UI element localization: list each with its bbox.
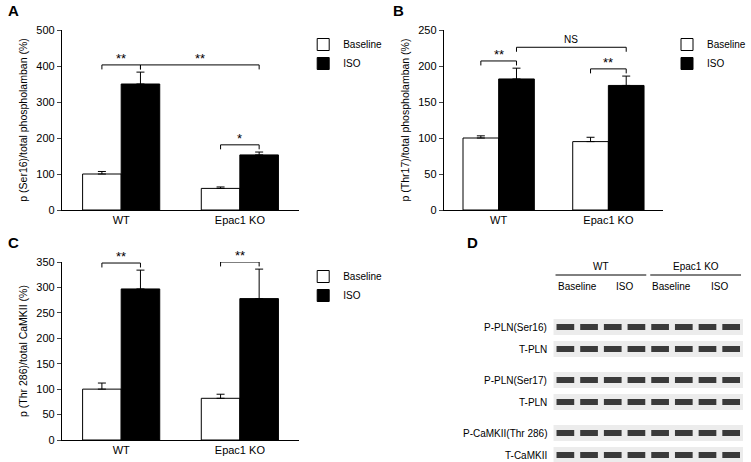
svg-text:50: 50 [42,408,54,420]
svg-text:**: ** [235,248,245,263]
svg-text:Baseline: Baseline [558,281,597,292]
svg-text:Epac1 KO: Epac1 KO [583,214,634,226]
svg-text:0: 0 [430,204,436,216]
svg-text:T-PLN: T-PLN [519,397,547,408]
svg-text:Baseline: Baseline [343,39,382,50]
svg-text:WT: WT [593,261,609,272]
svg-text:**: ** [116,249,126,264]
svg-text:100: 100 [36,168,54,180]
svg-text:ISO: ISO [707,58,724,69]
svg-text:B: B [393,2,404,19]
svg-text:Epac1 KO: Epac1 KO [673,261,719,272]
svg-text:**: ** [494,47,504,62]
svg-text:WT: WT [113,444,130,456]
svg-text:NS: NS [564,34,578,45]
svg-text:250: 250 [418,24,436,36]
svg-text:0: 0 [49,434,55,446]
svg-text:150: 150 [36,358,54,370]
svg-text:p (Ser16)/total phospholamban: p (Ser16)/total phospholamban (%) [17,38,29,201]
svg-text:T-PLN: T-PLN [519,344,547,355]
svg-text:300: 300 [36,281,54,293]
svg-text:ISO: ISO [711,281,728,292]
svg-text:100: 100 [36,383,54,395]
svg-text:C: C [8,234,19,251]
svg-text:p (Thr 286)/total CaMKII (%): p (Thr 286)/total CaMKII (%) [17,285,29,417]
svg-text:500: 500 [36,24,54,36]
svg-text:P-PLN(Ser16): P-PLN(Ser16) [484,322,547,333]
svg-text:T-CaMKII: T-CaMKII [505,450,547,461]
svg-text:50: 50 [424,168,436,180]
svg-text:Baseline: Baseline [707,39,746,50]
svg-text:Baseline: Baseline [652,281,691,292]
svg-text:ISO: ISO [343,290,360,301]
svg-text:200: 200 [418,60,436,72]
svg-text:0: 0 [49,204,55,216]
svg-text:300: 300 [36,96,54,108]
svg-text:D: D [467,234,478,251]
svg-text:ISO: ISO [343,58,360,69]
svg-text:P-CaMKII(Thr 286): P-CaMKII(Thr 286) [463,428,547,439]
svg-text:P-PLN(Ser17): P-PLN(Ser17) [484,375,547,386]
svg-text:200: 200 [36,132,54,144]
svg-text:WT: WT [490,214,507,226]
svg-text:**: ** [116,51,126,66]
svg-text:100: 100 [418,132,436,144]
svg-text:**: ** [603,55,613,70]
svg-text:400: 400 [36,60,54,72]
svg-text:350: 350 [36,256,54,268]
svg-text:WT: WT [113,214,130,226]
svg-text:200: 200 [36,332,54,344]
svg-text:*: * [237,131,242,146]
svg-text:250: 250 [36,307,54,319]
svg-text:ISO: ISO [616,281,633,292]
svg-text:**: ** [195,51,205,66]
svg-text:150: 150 [418,96,436,108]
svg-text:Epac1 KO: Epac1 KO [215,444,266,456]
svg-text:A: A [8,2,19,19]
svg-text:p (Thr17)/total phospholamban: p (Thr17)/total phospholamban (%) [399,39,411,202]
svg-text:Baseline: Baseline [343,271,382,282]
svg-text:Epac1 KO: Epac1 KO [215,214,266,226]
